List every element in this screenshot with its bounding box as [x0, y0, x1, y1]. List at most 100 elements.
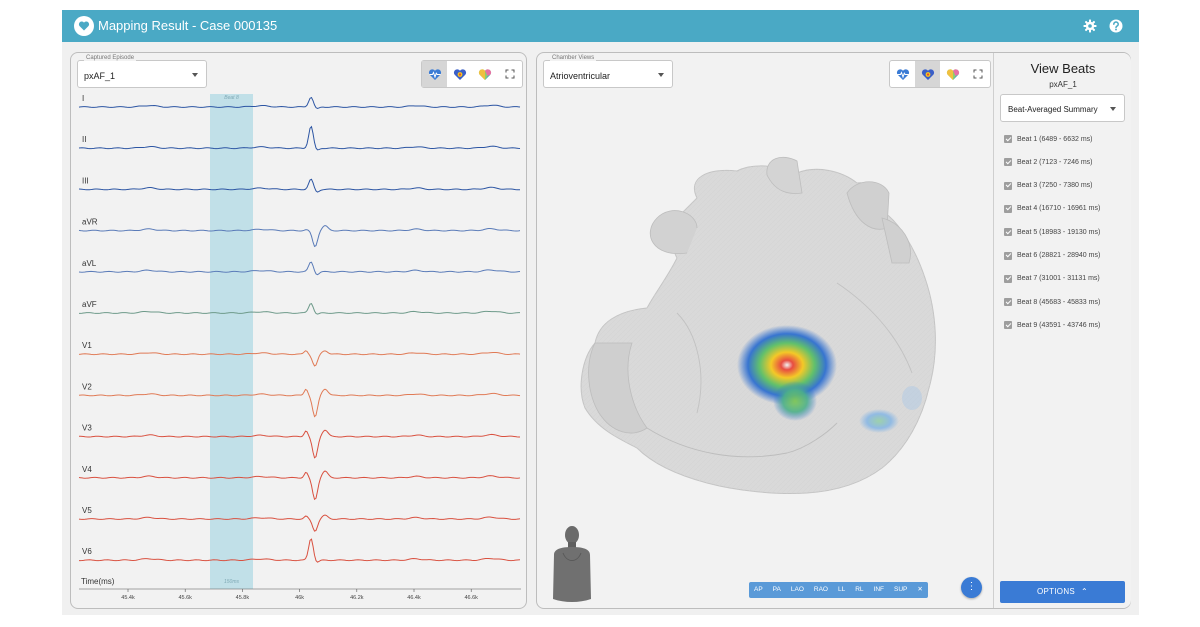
lead-label: V2 [82, 382, 92, 391]
page-title: Mapping Result - Case 000135 [98, 18, 278, 33]
beat-label: Beat 3 (7250 - 7380 ms) [1017, 182, 1093, 190]
beat-checkbox[interactable] [1004, 298, 1012, 307]
beat-highlight-region[interactable] [210, 94, 253, 589]
time-tick-label: 46.6k [464, 595, 478, 601]
lead-label: V1 [82, 341, 92, 350]
view-beats-pane: View Beats pxAF_1 Beat-Averaged Summary … [993, 53, 1131, 608]
beat-label: Beat 1 (6489 - 6632 ms) [1017, 135, 1093, 143]
view-button-rl[interactable]: RL [855, 586, 864, 593]
episode-select-legend: Captured Episode [84, 55, 137, 61]
ecg-trace-avl [78, 261, 521, 276]
view-button-pa[interactable]: PA [772, 586, 781, 593]
heart-pulse-icon[interactable] [422, 61, 447, 87]
beat-checkbox[interactable] [1004, 274, 1012, 283]
torso-orientation-icon[interactable] [549, 523, 595, 603]
heart-model[interactable] [580, 157, 936, 495]
beat-label: Beat 9 (43591 - 43746 ms) [1017, 321, 1101, 329]
fullscreen-icon[interactable] [965, 61, 990, 87]
beat-item[interactable]: Beat 3 (7250 - 7380 ms) [1004, 180, 1093, 192]
beat-marker-label: Beat 8 [224, 95, 239, 101]
lead-label: aVL [82, 259, 97, 268]
beat-item[interactable]: Beat 8 (45683 - 45833 ms) [1004, 296, 1100, 308]
view-button-rao[interactable]: RAO [813, 586, 828, 593]
episode-select[interactable]: Captured Episode pxAF_1 [77, 55, 207, 88]
lead-label: III [82, 176, 89, 185]
time-axis-label: Time(ms) [81, 577, 115, 586]
beat-label: Beat 7 (31001 - 31131 ms) [1017, 275, 1100, 283]
beat-checkbox[interactable] [1004, 321, 1012, 330]
chamber-view-select[interactable]: Chamber Views Atrioventricular [543, 55, 673, 88]
heart-map-icon[interactable] [447, 61, 472, 87]
chevron-down-icon [192, 73, 198, 77]
ecg-trace-v1 [78, 350, 521, 367]
beat-item[interactable]: Beat 9 (43591 - 43746 ms) [1004, 319, 1100, 331]
time-tick-label: 45.4k [121, 595, 135, 601]
view-button-ll[interactable]: LL [837, 586, 846, 593]
beat-label: Beat 2 (7123 - 7246 ms) [1017, 158, 1093, 166]
beat-label: Beat 4 (16710 - 16961 ms) [1017, 205, 1101, 213]
chamber-view-toolbar [889, 60, 991, 88]
heart-3d-view[interactable] [537, 53, 993, 608]
app-window: Mapping Result - Case 000135 [62, 10, 1139, 615]
chevron-down-icon [1110, 107, 1116, 111]
beat-label: Beat 5 (18983 - 19130 ms) [1017, 228, 1101, 236]
ecg-trace-ii [78, 125, 521, 151]
view-button-close[interactable]: ✕ [917, 586, 923, 593]
top-bar: Mapping Result - Case 000135 [62, 10, 1139, 42]
ecg-trace-avr [78, 224, 521, 248]
episode-select-value: pxAF_1 [84, 71, 116, 81]
beat-item[interactable]: Beat 7 (31001 - 31131 ms) [1004, 273, 1100, 285]
view-button-lao[interactable]: LAO [790, 586, 804, 593]
beat-summary-select[interactable]: Beat-Averaged Summary [1000, 94, 1125, 122]
ecg-trace-v3 [78, 429, 521, 459]
beat-item[interactable]: Beat 1 (6489 - 6632 ms) [1004, 133, 1093, 145]
beat-duration-label: 150ms [224, 579, 240, 585]
ecg-trace-v4 [78, 470, 521, 501]
heart-map-icon[interactable] [915, 61, 940, 87]
ecg-view-toolbar [421, 60, 523, 88]
ecg-trace-v6 [78, 538, 521, 563]
beat-checkbox[interactable] [1004, 228, 1012, 237]
beat-checkbox[interactable] [1004, 251, 1012, 260]
options-button-label: OPTIONS [1036, 587, 1076, 596]
fullscreen-icon[interactable] [497, 61, 522, 87]
more-actions-button[interactable]: ⋮ [961, 577, 982, 598]
gear-icon[interactable] [1082, 18, 1098, 34]
beat-checkbox[interactable] [1004, 204, 1012, 213]
beat-checkbox[interactable] [1004, 135, 1012, 143]
lead-label: I [82, 94, 84, 103]
chevron-up-icon: ⌃ [1081, 587, 1089, 596]
beat-item[interactable]: Beat 2 (7123 - 7246 ms) [1004, 156, 1093, 168]
beats-title: View Beats [1030, 61, 1096, 76]
lead-label: II [82, 135, 86, 144]
view-button-ap[interactable]: AP [754, 586, 763, 593]
ecg-trace-avf [78, 303, 521, 315]
heart-logo-icon [74, 16, 94, 36]
view-button-sup[interactable]: SUP [894, 586, 908, 593]
heart-multicolor-icon[interactable] [940, 61, 965, 87]
lead-label: V6 [82, 547, 92, 556]
ecg-trace-v2 [78, 388, 521, 418]
beat-label: Beat 8 (45683 - 45833 ms) [1017, 298, 1101, 306]
heart-pulse-icon[interactable] [890, 61, 915, 87]
help-icon[interactable] [1108, 18, 1124, 34]
beat-item[interactable]: Beat 5 (18983 - 19130 ms) [1004, 226, 1100, 238]
beat-checkbox[interactable] [1004, 181, 1012, 190]
chamber-select-value: Atrioventricular [550, 71, 611, 81]
beat-summary-value: Beat-Averaged Summary [1008, 105, 1098, 114]
ecg-trace-v5 [78, 514, 521, 532]
beats-subtitle: pxAF_1 [1049, 80, 1077, 89]
time-tick-label: 45.8k [236, 595, 250, 601]
ecg-panel: Beat 8 150ms I II III aVR aVL aVF V1 V2 V3 V4 V5 V6… [70, 52, 527, 609]
beat-checkbox[interactable] [1004, 158, 1012, 167]
beat-item[interactable]: Beat 6 (28821 - 28940 ms) [1004, 250, 1100, 262]
options-button[interactable]: OPTIONS ⌃ [1000, 581, 1125, 603]
view-button-inf[interactable]: INF [873, 586, 885, 593]
lead-label: V4 [82, 465, 92, 474]
chevron-down-icon [658, 73, 664, 77]
beat-item[interactable]: Beat 4 (16710 - 16961 ms) [1004, 203, 1100, 215]
time-tick-label: 46.2k [350, 595, 364, 601]
ecg-trace-i [78, 96, 521, 110]
lead-label: V3 [82, 424, 92, 433]
heart-multicolor-icon[interactable] [472, 61, 497, 87]
